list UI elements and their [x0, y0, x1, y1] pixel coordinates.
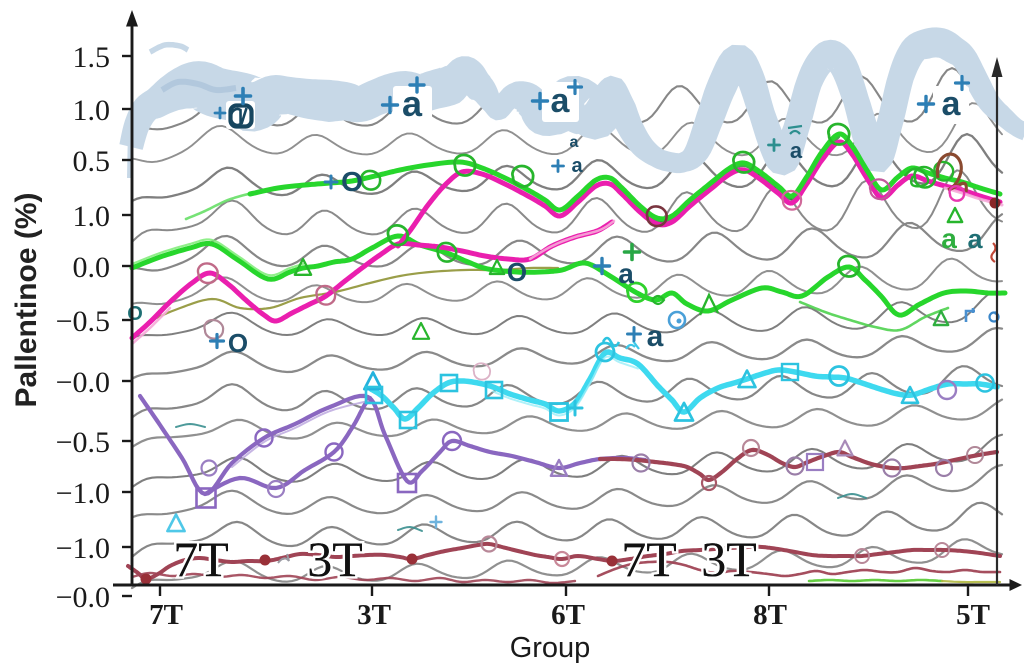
svg-text:3T: 3T: [307, 531, 363, 587]
svg-text:6T: 6T: [551, 599, 585, 631]
svg-text:3T: 3T: [701, 531, 757, 587]
svg-text:0.0: 0.0: [73, 251, 111, 284]
svg-text:−0.0: −0.0: [56, 581, 110, 614]
svg-text:0.5: 0.5: [73, 145, 111, 178]
svg-text:a: a: [570, 134, 579, 151]
svg-text:−1.0: −1.0: [56, 477, 110, 510]
svg-text:a: a: [967, 224, 983, 254]
svg-text:a: a: [942, 85, 962, 123]
svg-text:−0.5: −0.5: [56, 426, 110, 459]
svg-text:a: a: [790, 138, 803, 163]
svg-text:3T: 3T: [357, 599, 391, 631]
svg-text:7T: 7T: [173, 531, 229, 587]
svg-text:7T: 7T: [621, 531, 677, 587]
svg-text:O: O: [127, 303, 143, 325]
svg-text:1.0: 1.0: [73, 200, 111, 233]
svg-text:Pallentinoe (%): Pallentinoe (%): [10, 192, 43, 407]
svg-text:−0.5: −0.5: [56, 305, 110, 338]
svg-text:O: O: [228, 328, 248, 358]
svg-text:a: a: [618, 258, 634, 289]
svg-text:7T: 7T: [173, 531, 229, 587]
svg-text:a: a: [647, 320, 664, 353]
svg-text:7T: 7T: [621, 531, 677, 587]
svg-text:a: a: [571, 155, 583, 177]
svg-text:−1.0: −1.0: [56, 532, 110, 565]
svg-text:8T: 8T: [753, 599, 787, 631]
svg-text:O: O: [507, 257, 527, 287]
svg-text:1.5: 1.5: [73, 41, 111, 74]
svg-text:Group: Group: [510, 632, 591, 664]
svg-text:a: a: [402, 83, 423, 124]
svg-text:7T: 7T: [149, 599, 183, 631]
svg-text:a: a: [941, 223, 957, 254]
svg-text:1.0: 1.0: [73, 94, 111, 127]
svg-text:−0.0: −0.0: [56, 366, 110, 399]
svg-text:a: a: [551, 82, 571, 120]
svg-text:3T: 3T: [701, 531, 757, 587]
svg-text:3T: 3T: [307, 531, 363, 587]
svg-text:5T: 5T: [956, 599, 990, 631]
svg-text:O: O: [341, 166, 363, 197]
